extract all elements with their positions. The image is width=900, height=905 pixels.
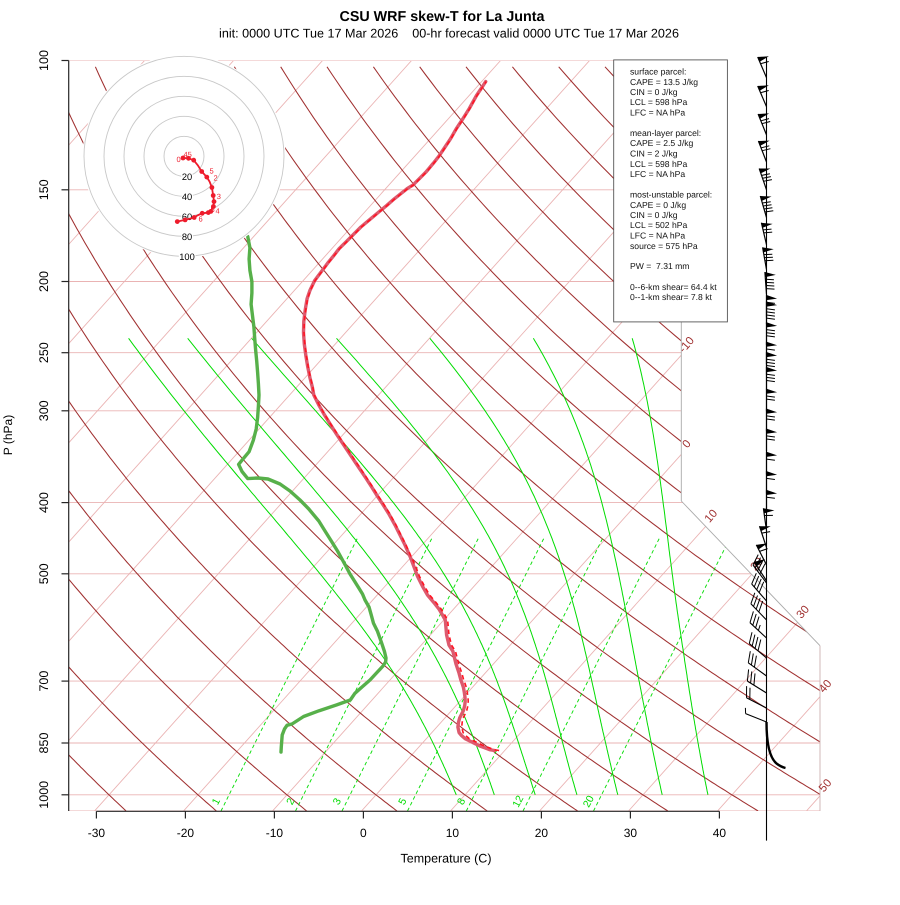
svg-text:2: 2 bbox=[214, 174, 218, 183]
svg-text:-10: -10 bbox=[266, 826, 284, 840]
svg-text:0--1-km shear= 7.8 kt: 0--1-km shear= 7.8 kt bbox=[630, 292, 713, 302]
svg-text:CIN = 0 J/kg: CIN = 0 J/kg bbox=[630, 87, 678, 97]
svg-text:0: 0 bbox=[177, 155, 181, 164]
svg-text:most-unstable parcel:: most-unstable parcel: bbox=[630, 190, 712, 200]
svg-text:init: 0000 UTC Tue 17 Mar 2026: init: 0000 UTC Tue 17 Mar 2026 00-hr for… bbox=[219, 27, 679, 41]
svg-text:500: 500 bbox=[37, 563, 51, 584]
svg-text:3: 3 bbox=[217, 192, 221, 201]
svg-text:LFC = NA hPa: LFC = NA hPa bbox=[630, 108, 685, 118]
svg-text:CAPE = 13.5 J/kg: CAPE = 13.5 J/kg bbox=[630, 77, 698, 87]
svg-text:80: 80 bbox=[182, 232, 192, 242]
svg-text:100: 100 bbox=[179, 252, 195, 262]
svg-text:150: 150 bbox=[37, 179, 51, 200]
svg-text:850: 850 bbox=[37, 733, 51, 754]
svg-text:250: 250 bbox=[37, 342, 51, 363]
svg-text:700: 700 bbox=[37, 671, 51, 692]
svg-text:mean-layer parcel:: mean-layer parcel: bbox=[630, 128, 701, 138]
svg-text:0--6-km shear= 64.4 kt: 0--6-km shear= 64.4 kt bbox=[630, 282, 717, 292]
svg-text:0: 0 bbox=[360, 826, 367, 840]
svg-text:source = 575 hPa: source = 575 hPa bbox=[630, 241, 698, 251]
svg-text:10: 10 bbox=[446, 826, 460, 840]
svg-text:400: 400 bbox=[37, 492, 51, 513]
svg-text:CAPE = 0 J/kg: CAPE = 0 J/kg bbox=[630, 200, 686, 210]
svg-text:surface parcel:: surface parcel: bbox=[630, 67, 686, 77]
svg-text:300: 300 bbox=[37, 400, 51, 421]
svg-text:LCL = 598 hPa: LCL = 598 hPa bbox=[630, 159, 687, 169]
svg-text:100: 100 bbox=[37, 50, 51, 71]
svg-text:40: 40 bbox=[713, 826, 727, 840]
svg-text:LFC = NA hPa: LFC = NA hPa bbox=[630, 231, 685, 241]
svg-text:5: 5 bbox=[211, 205, 215, 214]
svg-text:45: 45 bbox=[184, 150, 192, 159]
svg-text:PW = 7.31 mm: PW = 7.31 mm bbox=[630, 261, 689, 271]
svg-text:40: 40 bbox=[182, 192, 192, 202]
svg-text:CAPE = 2.5 J/kg: CAPE = 2.5 J/kg bbox=[630, 138, 694, 148]
svg-text:LFC = NA hPa: LFC = NA hPa bbox=[630, 169, 685, 179]
svg-text:CIN = 0 J/kg: CIN = 0 J/kg bbox=[630, 210, 678, 220]
svg-text:CIN = 2 J/kg: CIN = 2 J/kg bbox=[630, 149, 678, 159]
svg-text:LCL = 502 hPa: LCL = 502 hPa bbox=[630, 220, 687, 230]
svg-text:P (hPa): P (hPa) bbox=[1, 415, 15, 455]
svg-text:CSU WRF skew-T for La Junta: CSU WRF skew-T for La Junta bbox=[340, 9, 546, 25]
svg-text:20: 20 bbox=[182, 172, 192, 182]
svg-text:20: 20 bbox=[535, 826, 549, 840]
svg-text:4: 4 bbox=[216, 207, 220, 216]
svg-text:Temperature (C): Temperature (C) bbox=[401, 852, 492, 866]
svg-text:30: 30 bbox=[624, 826, 638, 840]
svg-text:200: 200 bbox=[37, 271, 51, 292]
svg-text:LCL = 598 hPa: LCL = 598 hPa bbox=[630, 97, 687, 107]
svg-text:1000: 1000 bbox=[37, 781, 51, 809]
svg-text:-30: -30 bbox=[88, 826, 106, 840]
svg-text:6: 6 bbox=[199, 215, 203, 224]
svg-text:-20: -20 bbox=[177, 826, 195, 840]
